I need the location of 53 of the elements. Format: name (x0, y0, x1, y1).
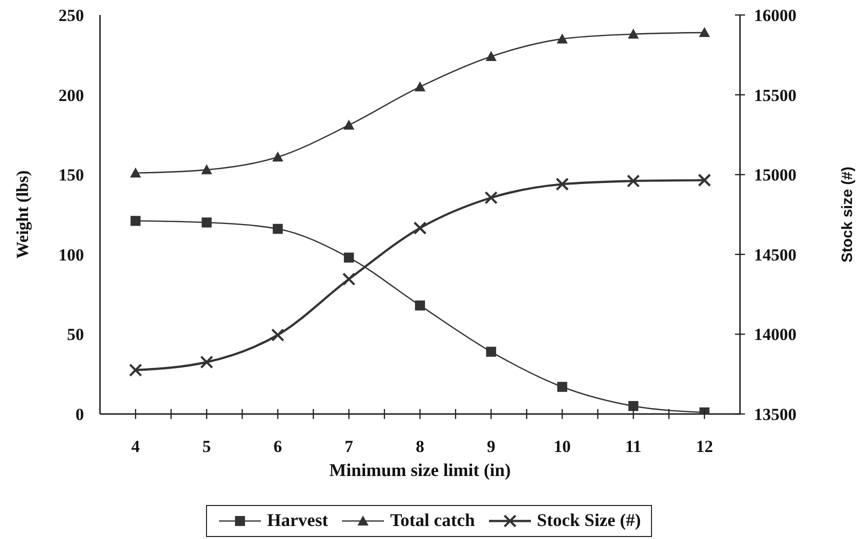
point (626, 174, 640, 188)
y2-axis-title: Stock size (#) (838, 166, 856, 262)
point (414, 81, 426, 92)
y-tick-label: 100 (58, 245, 84, 264)
x-tick-label: 12 (696, 437, 713, 456)
point (130, 216, 141, 226)
point (484, 191, 498, 204)
point (272, 224, 283, 234)
point (698, 27, 710, 38)
y2-tick-label: 13500 (754, 405, 796, 424)
point (628, 401, 638, 412)
point (342, 272, 356, 286)
point (698, 174, 712, 187)
x-tick-label: 4 (131, 437, 140, 456)
y-tick-label: 0 (76, 405, 84, 424)
x-axis-title: Minimum size limit (in) (329, 460, 511, 480)
point (415, 300, 425, 310)
point (128, 364, 142, 377)
y-tick-label: 150 (58, 166, 84, 185)
point (344, 252, 354, 263)
y2-tick-label: 14000 (754, 325, 796, 344)
point (557, 382, 568, 392)
point (200, 356, 214, 369)
y-tick-label: 250 (58, 6, 84, 25)
point (201, 164, 212, 174)
point (628, 28, 639, 39)
point (272, 152, 284, 162)
y2-tick-label: 15500 (754, 86, 796, 105)
y2-tick-label: 15000 (754, 166, 796, 185)
y-axis-title: Weight (lbs) (12, 170, 32, 259)
x-tick-label: 11 (625, 437, 642, 456)
x-tick-label: 8 (416, 437, 424, 456)
legend-label: Stock Size (#) (536, 510, 641, 531)
x-tick-label: 6 (274, 437, 282, 456)
y2-tick-label: 16000 (754, 6, 796, 25)
y-tick-label: 200 (58, 86, 84, 105)
point (413, 221, 427, 235)
x-tick-label: 7 (344, 437, 354, 456)
point (556, 33, 568, 44)
x-tick-label: 10 (554, 437, 571, 456)
y-tick-label: 50 (67, 325, 84, 344)
x-tick-label: 5 (202, 437, 211, 456)
y2-tick-label: 14500 (754, 245, 796, 264)
point (130, 168, 142, 178)
x-tick-label: 9 (486, 437, 496, 456)
point (271, 328, 284, 342)
point (556, 178, 569, 191)
point (343, 120, 354, 130)
point (202, 217, 212, 228)
legend-label: Total catch (390, 510, 475, 531)
legend-label: Harvest (267, 510, 328, 531)
point (486, 346, 496, 357)
point (486, 50, 497, 61)
